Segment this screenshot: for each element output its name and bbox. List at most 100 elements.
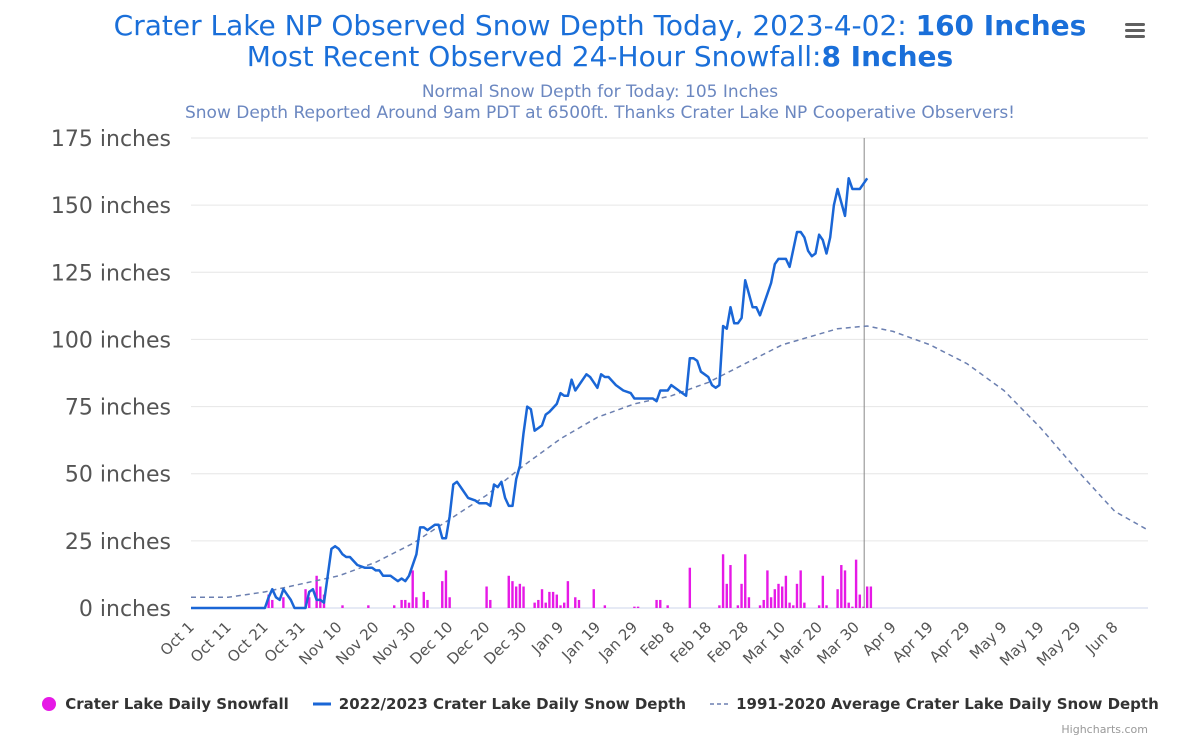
- snowfall-bar: [511, 581, 514, 608]
- title-prefix-2: Most Recent Observed 24-Hour Snowfall:: [246, 40, 822, 73]
- snowfall-bar: [548, 591, 551, 608]
- y-tick-label: 25 inches: [65, 530, 171, 555]
- snowfall-bar: [803, 602, 806, 608]
- snowfall-bar: [566, 581, 570, 608]
- snowfall-bar: [522, 586, 525, 608]
- snowfall-bar: [659, 599, 662, 608]
- average-legend-dash-icon: [710, 703, 729, 705]
- x-tick-label: Jun 8: [1081, 618, 1121, 658]
- snowfall-bar: [315, 575, 318, 608]
- snowfall-bar: [426, 599, 429, 608]
- snowfall-bar: [762, 599, 765, 608]
- legend-item-depth[interactable]: 2022/2023 Crater Lake Daily Snow Depth: [312, 695, 686, 713]
- current-depth-line: [191, 177, 869, 610]
- snowfall-bar: [282, 597, 285, 608]
- current-snow-depth-value: 160 Inches: [915, 9, 1087, 42]
- snowfall-bar: [574, 597, 577, 608]
- snowfall-bar: [758, 605, 762, 608]
- snowfall-bar: [744, 554, 747, 608]
- highcharts-credits-link[interactable]: Highcharts.com: [1061, 723, 1148, 736]
- snowfall-bar: [415, 597, 418, 608]
- snowfall-bar: [267, 594, 270, 608]
- snowfall-bar: [400, 599, 403, 608]
- subtitle-report-note: Snow Depth Reported Around 9am PDT at 65…: [184, 103, 1015, 123]
- subtitle-normal-depth: Normal Snow Depth for Today: 105 Inches: [421, 82, 779, 102]
- snowfall-bar: [729, 565, 732, 608]
- snowfall-bar: [411, 570, 414, 608]
- y-tick-label: 175 inches: [51, 127, 171, 152]
- snowfall-bar: [404, 599, 407, 608]
- snowfall-bar: [393, 605, 396, 608]
- snowfall-bar: [817, 605, 821, 608]
- snowfall-bar: [308, 597, 311, 608]
- snowfall-bar: [341, 605, 344, 608]
- snowfall-bar: [869, 586, 873, 608]
- snowfall-bar: [780, 586, 784, 608]
- snowfall-bar: [847, 602, 850, 608]
- recent-snowfall-value: 8 Inches: [821, 40, 954, 73]
- snowfall-bar: [271, 599, 274, 608]
- snowfall-bar: [836, 589, 839, 608]
- hamburger-menu-icon[interactable]: [1120, 18, 1150, 44]
- snowfall-bar: [304, 589, 307, 608]
- x-tick-label: Oct 11: [187, 618, 235, 666]
- chart-title-line-2: Most Recent Observed 24-Hour Snowfall:8 …: [0, 41, 1200, 73]
- x-tick-label: Jan 19: [558, 618, 605, 665]
- snowfall-bar: [858, 594, 861, 608]
- snowfall-bar: [666, 605, 669, 608]
- snowfall-bar: [655, 599, 658, 608]
- title-prefix: Crater Lake NP Observed Snow Depth Today…: [113, 9, 916, 42]
- snowfall-bar: [766, 570, 769, 608]
- legend-item-snowfall[interactable]: Crater Lake Daily Snowfall: [41, 695, 289, 713]
- legend-item-average[interactable]: 1991-2020 Average Crater Lake Daily Snow…: [710, 695, 1159, 713]
- x-tick-label: Apr 19: [889, 618, 937, 666]
- snowfall-bar: [747, 597, 751, 608]
- y-tick-label: 100 inches: [51, 328, 171, 353]
- x-tick-label: Jan 29: [595, 618, 642, 665]
- snowfall-bars: [267, 554, 873, 608]
- legend: Crater Lake Daily Snowfall 2022/2023 Cra…: [0, 695, 1200, 713]
- snowfall-bar: [559, 605, 562, 608]
- x-tick-label: Mar 30: [813, 618, 863, 668]
- snowfall-bar: [633, 606, 636, 608]
- snowfall-bar: [540, 589, 544, 608]
- snowfall-bar: [448, 597, 451, 608]
- snowfall-bar: [825, 605, 828, 608]
- snowfall-bar: [725, 583, 728, 608]
- snowfall-bar: [840, 565, 843, 608]
- y-tick-label: 125 inches: [51, 261, 171, 286]
- snowfall-bar: [444, 570, 448, 608]
- legend-label-snowfall: Crater Lake Daily Snowfall: [65, 695, 289, 713]
- snowfall-bar: [792, 605, 795, 608]
- y-tick-label: 75 inches: [65, 396, 171, 421]
- snowfall-bar: [740, 583, 743, 608]
- snowfall-bar: [518, 583, 522, 608]
- snowfall-bar: [736, 605, 740, 608]
- snowfall-bar: [533, 602, 536, 608]
- snowfall-bar: [799, 570, 802, 608]
- snowfall-bar: [862, 606, 865, 608]
- snowfall-bar: [577, 599, 581, 608]
- y-axis-labels: 0 inches 25 inches 50 inches 75 inches 100 i…: [51, 127, 171, 622]
- snowfall-bar: [843, 570, 847, 608]
- y-tick-label: 0 inches: [79, 597, 171, 622]
- snowfall-bar: [854, 559, 858, 608]
- snowfall-bar: [544, 602, 547, 608]
- snowfall-bar: [562, 602, 566, 608]
- grid-lines: [191, 137, 1148, 609]
- snowfall-bar: [718, 605, 721, 608]
- snowfall-bar: [795, 583, 799, 608]
- x-tick-label: Oct 21: [224, 618, 272, 666]
- snowfall-bar: [514, 586, 518, 608]
- snowfall-bar: [441, 581, 444, 608]
- average-depth-line: [191, 325, 1149, 599]
- snowfall-bar: [485, 586, 488, 608]
- snowfall-bar: [784, 575, 788, 608]
- snowfall-bar: [851, 606, 854, 608]
- y-tick-label: 50 inches: [65, 463, 171, 488]
- snowfall-bar: [489, 599, 492, 608]
- snowfall-bar: [319, 586, 322, 608]
- snowfall-bar: [721, 554, 725, 608]
- snowfall-bar: [555, 594, 559, 608]
- snowfall-bar: [777, 583, 780, 608]
